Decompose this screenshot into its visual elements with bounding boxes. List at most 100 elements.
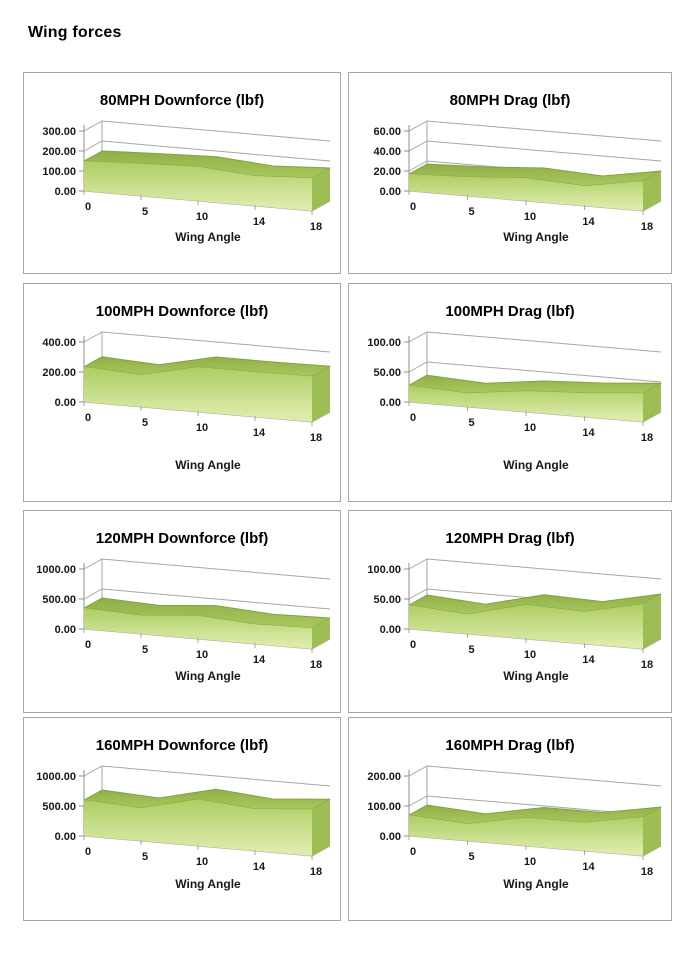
xtick-label: 5: [468, 206, 474, 218]
xtick-label: 14: [582, 861, 595, 873]
x-axis-title: Wing Angle: [503, 458, 569, 472]
ytick-label: 60.00: [373, 126, 401, 138]
ytick-label: 500.00: [42, 801, 76, 813]
ytick-label: 500.00: [42, 594, 76, 606]
xtick-label: 0: [410, 412, 416, 424]
ytick-label: 0.00: [380, 397, 401, 409]
xtick-label: 5: [142, 206, 148, 218]
xtick-label: 18: [641, 659, 653, 671]
xtick-label: 0: [410, 846, 416, 858]
xtick-label: 14: [253, 216, 266, 228]
ytick-label: 100.00: [367, 337, 401, 349]
xtick-label: 5: [142, 417, 148, 429]
chart-title: 160MPH Downforce (lbf): [96, 737, 269, 754]
area-side-face: [643, 807, 661, 856]
xtick-label: 18: [641, 432, 653, 444]
ytick-label: 0.00: [380, 831, 401, 843]
xtick-label: 0: [85, 412, 91, 424]
xtick-label: 10: [524, 422, 536, 434]
xtick-label: 18: [641, 221, 653, 233]
chart-panel-160mph-drag-lbf: 0.00 100.00 200.00 0 5 10 14 18 Wing Angle 160MPH…: [348, 717, 672, 921]
chart-title: 100MPH Downforce (lbf): [96, 303, 269, 320]
xtick-label: 10: [524, 856, 536, 868]
area-side-face: [643, 171, 661, 211]
gridline: [408, 331, 662, 353]
x-axis-title: Wing Angle: [175, 230, 241, 244]
ytick-label: 400.00: [42, 337, 76, 349]
area-side-face: [643, 383, 661, 422]
xtick-label: 5: [468, 851, 474, 863]
chart-svg-160mph-downforce-lbf: 0.00 500.00 1000.00 0 5 10 14 18 Wing Angle 160MP…: [36, 737, 331, 891]
area-front-face: [84, 161, 312, 211]
xtick-label: 18: [310, 432, 322, 444]
xtick-label: 10: [196, 211, 208, 223]
ytick-label: 0.00: [380, 186, 401, 198]
gridline: [83, 331, 331, 353]
x-axis-title: Wing Angle: [175, 669, 241, 683]
xtick-label: 5: [468, 417, 474, 429]
gridline: [83, 765, 331, 787]
xtick-label: 0: [410, 639, 416, 651]
chart-svg-80mph-downforce-lbf: 0.00 100.00 200.00 300.00 0 5 10 14 18 Wing Angle…: [42, 92, 331, 244]
xtick-label: 14: [582, 654, 595, 666]
chart-panel-120mph-downforce-lbf: 0.00 500.00 1000.00 0 5 10 14 18 Wing Angle 120MP…: [23, 510, 341, 713]
chart-svg-80mph-drag-lbf: 0.00 20.00 40.00 60.00 0 5 10 14 18 Wing Angle 80M…: [373, 92, 662, 244]
ytick-label: 0.00: [55, 624, 76, 636]
chart-title: 80MPH Downforce (lbf): [100, 92, 264, 109]
xtick-label: 10: [524, 649, 536, 661]
ytick-label: 50.00: [373, 367, 401, 379]
ytick-label: 0.00: [55, 186, 76, 198]
area-side-face: [312, 618, 330, 649]
xtick-label: 10: [524, 211, 536, 223]
xtick-label: 18: [641, 866, 653, 878]
xtick-label: 18: [310, 866, 322, 878]
xtick-label: 14: [253, 654, 266, 666]
ytick-label: 50.00: [373, 594, 401, 606]
chart-title: 120MPH Drag (lbf): [445, 530, 574, 547]
gridline: [408, 558, 662, 580]
gridline: [408, 140, 662, 162]
chart-title: 120MPH Downforce (lbf): [96, 530, 269, 547]
xtick-label: 5: [468, 644, 474, 656]
chart-svg-160mph-drag-lbf: 0.00 100.00 200.00 0 5 10 14 18 Wing Angle 160MPH…: [367, 737, 662, 891]
xtick-label: 0: [410, 201, 416, 213]
chart-title: 80MPH Drag (lbf): [450, 92, 571, 109]
area-front-face: [409, 604, 643, 649]
chart-title: 100MPH Drag (lbf): [445, 303, 574, 320]
ytick-label: 200.00: [367, 771, 401, 783]
area-side-face: [312, 366, 330, 422]
xtick-label: 18: [310, 221, 322, 233]
xtick-label: 18: [310, 659, 322, 671]
xtick-label: 14: [582, 427, 595, 439]
chart-panel-100mph-drag-lbf: 0.00 50.00 100.00 0 5 10 14 18 Wing Angle 100MPH …: [348, 283, 672, 502]
xtick-label: 14: [253, 427, 266, 439]
xtick-label: 0: [85, 846, 91, 858]
ytick-label: 200.00: [42, 146, 76, 158]
area-top-surface: [83, 356, 331, 377]
x-axis-title: Wing Angle: [503, 230, 569, 244]
ytick-label: 1000.00: [36, 771, 76, 783]
x-axis-title: Wing Angle: [503, 877, 569, 891]
xtick-label: 10: [196, 856, 208, 868]
chart-svg-100mph-drag-lbf: 0.00 50.00 100.00 0 5 10 14 18 Wing Angle 100MPH …: [367, 303, 662, 472]
ytick-label: 0.00: [55, 397, 76, 409]
ytick-label: 100.00: [367, 801, 401, 813]
area-front-face: [84, 366, 312, 422]
ytick-label: 40.00: [373, 146, 401, 158]
area-front-face: [84, 608, 312, 649]
xtick-label: 10: [196, 649, 208, 661]
gridline: [83, 558, 331, 580]
ytick-label: 0.00: [380, 624, 401, 636]
ytick-label: 300.00: [42, 126, 76, 138]
area-side-face: [312, 168, 330, 211]
x-axis-title: Wing Angle: [175, 877, 241, 891]
x-axis-title: Wing Angle: [503, 669, 569, 683]
xtick-label: 14: [253, 861, 266, 873]
chart-panel-120mph-drag-lbf: 0.00 50.00 100.00 0 5 10 14 18 Wing Angle 120MPH …: [348, 510, 672, 713]
xtick-label: 0: [85, 639, 91, 651]
area-front-face: [409, 174, 643, 211]
area-front-face: [84, 799, 312, 856]
chart-svg-100mph-downforce-lbf: 0.00 200.00 400.00 0 5 10 14 18 Wing Angle 100MPH…: [42, 303, 331, 472]
gridline: [408, 120, 662, 142]
ytick-label: 0.00: [55, 831, 76, 843]
